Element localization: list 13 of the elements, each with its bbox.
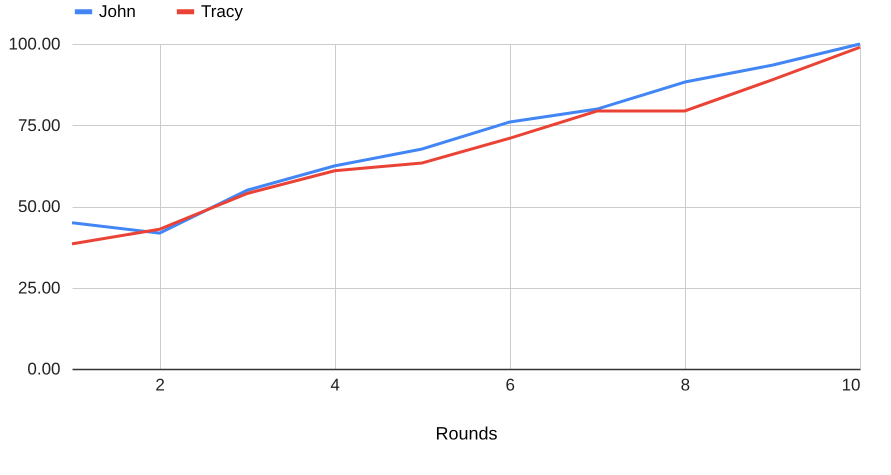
x-tick-label: 2 [155, 376, 165, 394]
x-tick-label: 6 [506, 376, 516, 394]
x-tick-label: 10 [842, 376, 860, 394]
y-tick-label: 0.00 [27, 360, 60, 378]
y-tick-label: 25.00 [18, 278, 60, 298]
x-tick-label: 8 [680, 376, 690, 394]
y-tick-label: 75.00 [18, 116, 60, 135]
y-tick-label: 100.00 [8, 34, 60, 54]
legend-label: Tracy [201, 2, 244, 21]
y-tick-label: 50.00 [18, 197, 60, 216]
legend-label: John [99, 2, 136, 21]
x-tick-label: 4 [330, 376, 340, 394]
x-axis-title: Rounds [435, 424, 498, 444]
